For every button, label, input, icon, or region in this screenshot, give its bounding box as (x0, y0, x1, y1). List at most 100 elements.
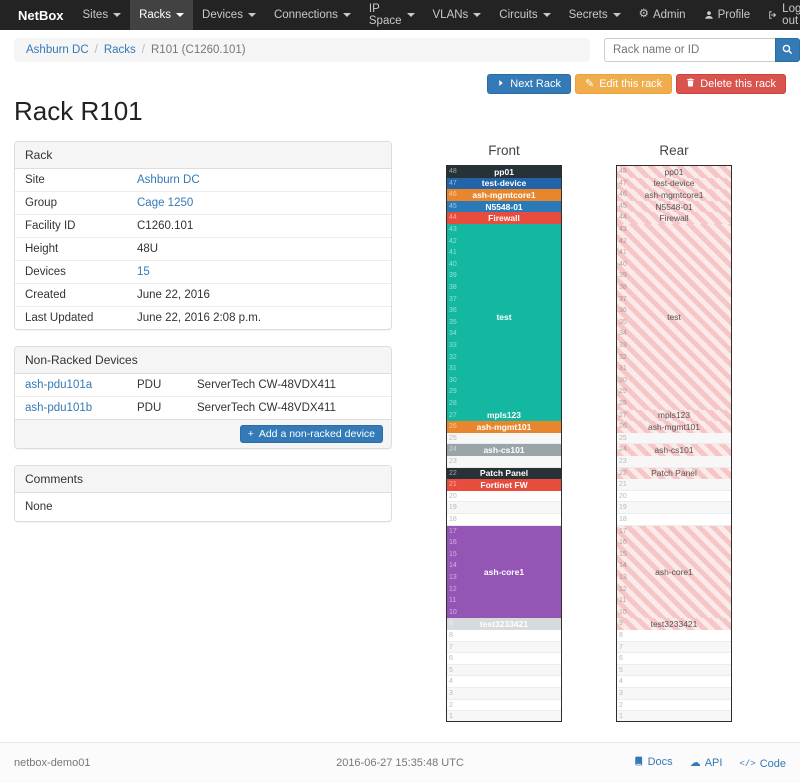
nav-item-logout[interactable]: Log out (759, 0, 800, 30)
rack-device-Patch Panel[interactable]: 22 Patch Panel (447, 467, 561, 480)
search-input[interactable] (604, 38, 775, 62)
rack-device-test3233421[interactable]: 9 test3233421 (447, 618, 561, 630)
rack-device-test[interactable]: 43 42 41 40 39 38 37 36 35 34 33 32 31 30 29 28 test (447, 224, 561, 410)
rack-device-pp01[interactable]: 48 pp01 (447, 166, 561, 178)
rack-unit-empty: 2 (447, 699, 561, 712)
nav-item-sites[interactable]: Sites (74, 0, 131, 30)
rack-device-mpls123[interactable]: 27 mpls123 (617, 409, 731, 422)
rack-unit-number: 22 (619, 469, 627, 477)
rack-device-test[interactable]: 43 42 41 40 39 38 37 36 35 34 33 32 31 30 29 28 test (617, 224, 731, 410)
rack-unit-number: 15 (449, 550, 457, 558)
nav-item-racks[interactable]: Racks (130, 0, 194, 30)
rack-device-ash-mgmtcore1[interactable]: 46 ash-mgmtcore1 (617, 189, 731, 201)
comments-panel: Comments None (14, 465, 392, 522)
rack-unit-number: 34 (449, 330, 457, 338)
rack-unit-number: 5 (619, 666, 623, 674)
rack-unit-number: 30 (619, 376, 627, 384)
rack-device-N5548-01[interactable]: 45 N5548-01 (617, 200, 731, 213)
delete-rack-button[interactable]: Delete this rack (676, 74, 786, 94)
rack-unit-number: 24 (619, 446, 627, 454)
nav-item-circuits[interactable]: Circuits (490, 0, 559, 30)
rack-device-Patch Panel[interactable]: 22 Patch Panel (617, 467, 731, 480)
rack-device-ash-core1[interactable]: 17 16 15 14 13 12 11 10 ash-core1 (617, 525, 731, 619)
table-row: ash-pdu101b PDU ServerTech CW-48VDX411 (15, 396, 391, 419)
rack-device-Firewall[interactable]: 44 Firewall (447, 212, 561, 224)
code-link[interactable]: </> Code (739, 758, 786, 770)
rack-device-ash-mgmt101[interactable]: 26 ash-mgmt101 (617, 421, 731, 433)
nav-item-secrets[interactable]: Secrets (560, 0, 630, 30)
rack-device-Fortinet FW[interactable]: 21 Fortinet FW (447, 479, 561, 491)
last-updated-value: June 22, 2016 2:08 p.m. (127, 306, 391, 329)
pencil-icon: ✎ (585, 77, 595, 90)
chevron-down-icon (113, 13, 122, 17)
breadcrumb-site-link[interactable]: Ashburn DC (26, 44, 89, 56)
rack-device-ash-mgmtcore1[interactable]: 46 ash-mgmtcore1 (447, 189, 561, 201)
rack-device-label: mpls123 (486, 410, 522, 421)
server-timestamp: 2016-06-27 15:35:48 UTC (336, 756, 464, 769)
height-value: 48U (127, 237, 391, 261)
nav-item-connections[interactable]: Connections (265, 0, 360, 30)
device-link[interactable]: ash-pdu101a (25, 379, 93, 391)
docs-link[interactable]: Docs (634, 756, 673, 769)
brand-logo[interactable]: NetBox (18, 7, 64, 23)
next-rack-button[interactable]: Next Rack (487, 74, 571, 94)
rack-unit-number: 29 (619, 388, 627, 396)
add-non-racked-device-button[interactable]: + Add a non-racked device (239, 425, 383, 443)
rack-device-label: Patch Panel (479, 468, 529, 479)
rack-device-ash-cs101[interactable]: 24 ash-cs101 (617, 444, 731, 456)
nav-item-ip-space[interactable]: IP Space (360, 0, 424, 30)
rack-device-mpls123[interactable]: 27 mpls123 (447, 409, 561, 422)
trash-icon (686, 78, 695, 90)
rack-unit-number: 29 (449, 388, 457, 396)
rack-device-ash-cs101[interactable]: 24 ash-cs101 (447, 444, 561, 456)
nav-item-devices[interactable]: Devices (193, 0, 265, 30)
rack-device-label: test3233421 (650, 619, 698, 630)
devices-count-link[interactable]: 15 (137, 266, 150, 278)
rack-unit-empty: 20 (447, 490, 561, 503)
nav-item-vlans[interactable]: VLANs (424, 0, 491, 30)
rack-unit-number: 44 (619, 214, 627, 222)
search-button[interactable] (775, 38, 800, 62)
rack-unit-number: 4 (449, 678, 453, 686)
rack-device-label: Firewall (659, 213, 689, 224)
rack-device-test-device[interactable]: 47 test-device (447, 177, 561, 190)
device-role: PDU (127, 396, 187, 419)
edit-rack-label: Edit this rack (599, 78, 663, 90)
non-racked-devices-table: ash-pdu101a PDU ServerTech CW-48VDX411 a… (15, 374, 391, 419)
nav-item-admin[interactable]: ⚙ Admin (630, 0, 695, 30)
breadcrumb-racks-link[interactable]: Racks (103, 44, 136, 56)
rack-unit-number: 47 (619, 179, 627, 187)
rack-device-label: ash-mgmt101 (648, 421, 700, 432)
rack-unit-number: 36 (619, 307, 627, 315)
rack-unit-number: 25 (449, 434, 457, 442)
rack-unit-number: 30 (449, 376, 457, 384)
rack-device-ash-core1[interactable]: 17 16 15 14 13 12 11 10 ash-core1 (447, 525, 561, 619)
rack-unit-number: 12 (449, 585, 457, 593)
edit-rack-button[interactable]: ✎ Edit this rack (575, 74, 673, 94)
rack-device-Firewall[interactable]: 44 Firewall (617, 212, 731, 224)
rack-device-label: test (496, 311, 512, 322)
rack-unit-number: 22 (449, 469, 457, 477)
page-footer: netbox-demo01 2016-06-27 15:35:48 UTC Do… (0, 741, 800, 783)
rack-device-N5548-01[interactable]: 45 N5548-01 (447, 200, 561, 213)
site-link[interactable]: Ashburn DC (137, 174, 200, 186)
rack-unit-empty: 4 (447, 676, 561, 688)
rack-device-test3233421[interactable]: 9 test3233421 (617, 618, 731, 630)
rack-unit-number: 39 (619, 272, 627, 280)
api-link[interactable]: ☁ API (690, 757, 723, 769)
group-link[interactable]: Cage 1250 (137, 197, 194, 209)
rack-unit-number: 6 (619, 655, 623, 663)
rack-unit-empty: 5 (617, 664, 731, 677)
rack-unit-number: 18 (619, 516, 627, 523)
rack-device-pp01[interactable]: 48 pp01 (617, 166, 731, 178)
rack-unit-empty: 6 (617, 653, 731, 665)
device-link[interactable]: ash-pdu101b (25, 402, 93, 414)
rack-device-ash-mgmt101[interactable]: 26 ash-mgmt101 (447, 421, 561, 433)
chevron-down-icon (342, 13, 351, 17)
nav-item-profile[interactable]: Profile (695, 0, 760, 30)
rack-unit-number: 47 (449, 179, 457, 187)
nav-item-label: Circuits (499, 9, 538, 21)
rack-device-test-device[interactable]: 47 test-device (617, 177, 731, 190)
rack-unit-number: 28 (619, 400, 627, 407)
table-row: Site Ashburn DC (15, 169, 391, 192)
